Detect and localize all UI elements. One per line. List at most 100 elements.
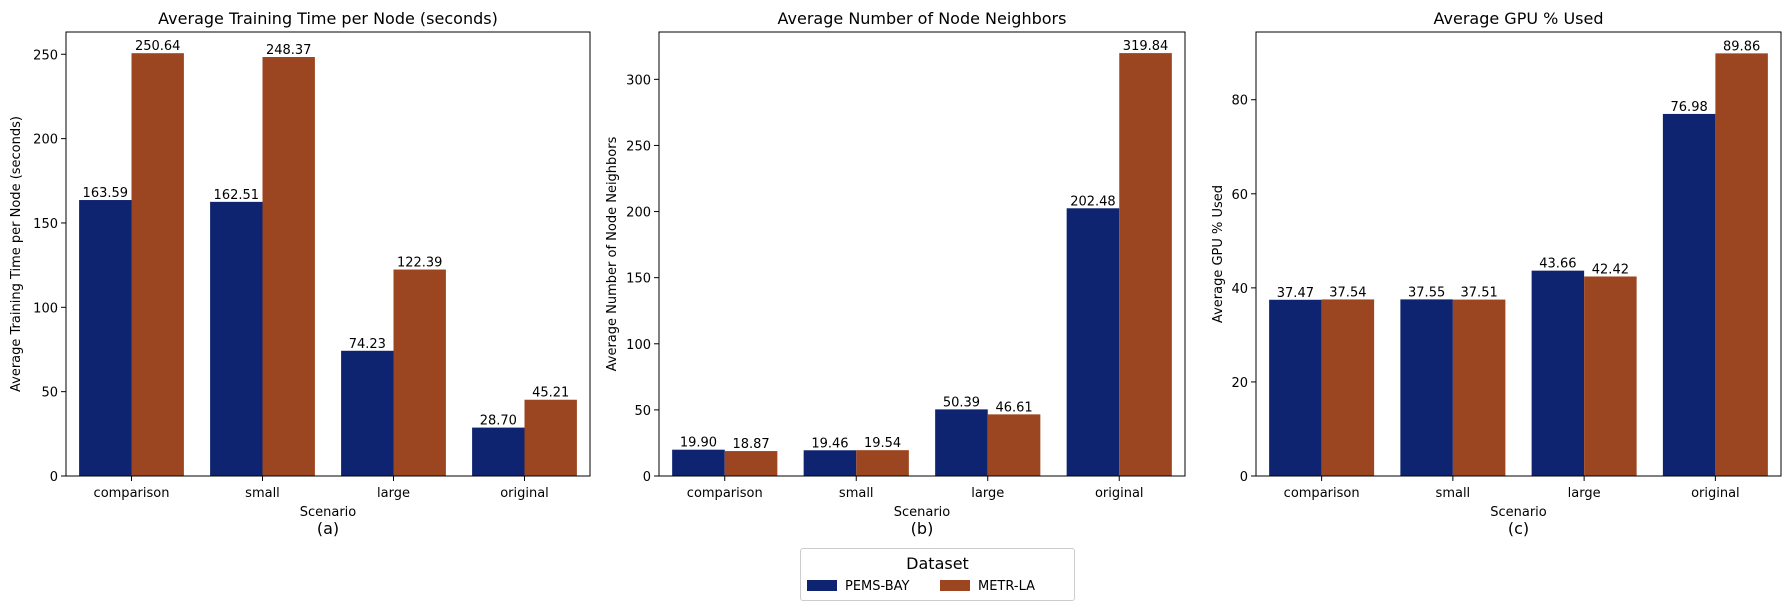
bar-time-pems-bay-original bbox=[472, 427, 525, 476]
bar-time-metr-la-comparison bbox=[131, 53, 184, 477]
y-tick-label-gpu: 20 bbox=[1231, 376, 1248, 391]
chart-title-gpu: Average GPU % Used bbox=[1434, 9, 1604, 28]
y-axis-label-gpu: Average GPU % Used bbox=[1211, 185, 1226, 323]
bar-gpu-pems-bay-original bbox=[1662, 113, 1716, 477]
data-label-neighbors-metr-la-large: 46.61 bbox=[995, 400, 1032, 415]
y-axis-label-time: Average Training Time per Node (seconds) bbox=[9, 116, 24, 392]
y-tick-label-neighbors: 100 bbox=[626, 338, 651, 353]
y-tick-label-gpu: 0 bbox=[1240, 470, 1248, 485]
bar-gpu-metr-la-comparison bbox=[1321, 299, 1375, 476]
x-tick-label-time: small bbox=[245, 486, 280, 501]
legend-item-metr-la: METR-LA bbox=[940, 579, 1035, 594]
data-label-neighbors-pems-bay-comparison: 19.90 bbox=[680, 436, 717, 451]
x-axis-label-neighbors: Scenario bbox=[894, 505, 951, 520]
y-tick-label-time: 150 bbox=[33, 217, 58, 232]
x-tick-label-neighbors: large bbox=[971, 486, 1004, 501]
data-label-gpu-metr-la-original: 89.86 bbox=[1723, 39, 1760, 54]
data-label-time-metr-la-small: 248.37 bbox=[266, 43, 312, 58]
bar-neighbors-pems-bay-original bbox=[1066, 208, 1120, 477]
data-label-time-pems-bay-large: 74.23 bbox=[349, 337, 386, 352]
data-label-neighbors-metr-la-small: 19.54 bbox=[864, 436, 901, 451]
caption-neighbors: (b) bbox=[911, 519, 934, 538]
y-tick-label-time: 250 bbox=[33, 48, 58, 63]
data-label-gpu-metr-la-comparison: 37.54 bbox=[1329, 285, 1366, 300]
legend-title: Dataset bbox=[906, 554, 969, 573]
bar-neighbors-pems-bay-large bbox=[935, 409, 988, 476]
axes-frame-neighbors bbox=[658, 31, 1186, 477]
x-tick-label-time: comparison bbox=[94, 486, 170, 501]
y-tick-label-neighbors: 150 bbox=[626, 272, 651, 287]
data-label-time-metr-la-original: 45.21 bbox=[532, 386, 569, 401]
x-tick-label-neighbors: small bbox=[839, 486, 874, 501]
bar-time-pems-bay-small bbox=[210, 201, 263, 476]
data-label-time-pems-bay-small: 162.51 bbox=[214, 188, 260, 203]
legend-label-pems-bay: PEMS-BAY bbox=[845, 579, 910, 594]
axes-frame-gpu bbox=[1255, 31, 1782, 477]
legend-swatch-pems-bay bbox=[807, 580, 837, 591]
bar-gpu-pems-bay-large bbox=[1531, 270, 1585, 476]
bar-neighbors-metr-la-large bbox=[987, 414, 1041, 476]
bar-time-pems-bay-large bbox=[341, 350, 394, 476]
y-tick-label-time: 200 bbox=[33, 133, 58, 148]
bar-gpu-pems-bay-small bbox=[1400, 299, 1453, 476]
chart-neighbors: 19.90 19.46 50.39 202.48 18.87 19.54 46.61 319.… bbox=[605, 9, 1186, 538]
data-label-gpu-pems-bay-comparison: 37.47 bbox=[1277, 286, 1314, 301]
bar-gpu-metr-la-large bbox=[1584, 276, 1637, 476]
y-tick-label-time: 0 bbox=[50, 470, 58, 485]
x-tick-label-neighbors: comparison bbox=[687, 486, 763, 501]
y-tick-label-gpu: 60 bbox=[1231, 188, 1248, 203]
legend: Dataset PEMS-BAY METR-LA bbox=[800, 548, 1075, 601]
data-label-time-metr-la-large: 122.39 bbox=[397, 256, 443, 271]
x-axis-label-time: Scenario bbox=[300, 505, 357, 520]
x-tick-label-neighbors: original bbox=[1095, 486, 1144, 501]
data-label-time-metr-la-comparison: 250.64 bbox=[135, 39, 181, 54]
bar-neighbors-metr-la-small bbox=[856, 450, 909, 476]
y-tick-label-gpu: 40 bbox=[1231, 282, 1248, 297]
data-label-neighbors-pems-bay-original: 202.48 bbox=[1070, 194, 1116, 209]
chart-title-time: Average Training Time per Node (seconds) bbox=[158, 9, 498, 28]
data-label-neighbors-pems-bay-large: 50.39 bbox=[943, 395, 980, 410]
data-label-neighbors-metr-la-original: 319.84 bbox=[1123, 39, 1169, 54]
bar-neighbors-metr-la-original bbox=[1119, 53, 1172, 476]
y-tick-label-neighbors: 250 bbox=[626, 139, 651, 154]
data-label-time-pems-bay-original: 28.70 bbox=[480, 414, 517, 429]
y-tick-label-neighbors: 200 bbox=[626, 206, 651, 221]
y-tick-label-time: 100 bbox=[33, 301, 58, 316]
data-label-gpu-metr-la-large: 42.42 bbox=[1592, 262, 1629, 277]
caption-time: (a) bbox=[317, 519, 339, 538]
y-tick-label-neighbors: 300 bbox=[626, 73, 651, 88]
legend-swatch-metr-la bbox=[940, 580, 970, 591]
bar-time-metr-la-original bbox=[524, 399, 577, 476]
data-label-gpu-pems-bay-large: 43.66 bbox=[1539, 257, 1576, 272]
chart-gpu: 37.47 37.55 43.66 76.98 37.54 37.51 42.42 89.86… bbox=[1211, 9, 1782, 538]
chart-title-neighbors: Average Number of Node Neighbors bbox=[778, 9, 1067, 28]
data-label-neighbors-pems-bay-small: 19.46 bbox=[811, 436, 848, 451]
bar-gpu-pems-bay-comparison bbox=[1269, 299, 1322, 476]
bar-neighbors-metr-la-comparison bbox=[724, 451, 778, 476]
x-tick-label-gpu: comparison bbox=[1284, 486, 1360, 501]
x-tick-label-gpu: original bbox=[1691, 486, 1740, 501]
data-label-neighbors-metr-la-comparison: 18.87 bbox=[732, 437, 769, 452]
x-axis-label-gpu: Scenario bbox=[1490, 505, 1547, 520]
bar-neighbors-pems-bay-small bbox=[803, 450, 857, 476]
y-axis-label-neighbors: Average Number of Node Neighbors bbox=[605, 136, 620, 371]
y-tick-label-neighbors: 50 bbox=[634, 404, 651, 419]
data-label-time-pems-bay-comparison: 163.59 bbox=[83, 186, 129, 201]
legend-label-metr-la: METR-LA bbox=[978, 579, 1036, 594]
data-label-gpu-metr-la-small: 37.51 bbox=[1461, 286, 1498, 301]
data-label-gpu-pems-bay-original: 76.98 bbox=[1671, 100, 1708, 115]
y-tick-label-gpu: 80 bbox=[1231, 94, 1248, 109]
bar-time-pems-bay-comparison bbox=[79, 200, 132, 477]
x-tick-label-time: large bbox=[377, 486, 410, 501]
data-label-gpu-pems-bay-small: 37.55 bbox=[1408, 285, 1445, 300]
bar-time-metr-la-small bbox=[262, 57, 315, 476]
chart-time: 163.59 162.51 74.23 28.70 250.64 248.37 122.39… bbox=[9, 9, 591, 538]
bar-neighbors-pems-bay-comparison bbox=[672, 449, 725, 476]
bar-gpu-metr-la-original bbox=[1715, 53, 1768, 476]
axes-frame-time bbox=[65, 31, 591, 477]
y-tick-label-time: 50 bbox=[41, 386, 58, 401]
legend-item-pems-bay: PEMS-BAY bbox=[807, 579, 910, 594]
bar-gpu-metr-la-small bbox=[1452, 299, 1506, 476]
y-tick-label-neighbors: 0 bbox=[643, 470, 651, 485]
